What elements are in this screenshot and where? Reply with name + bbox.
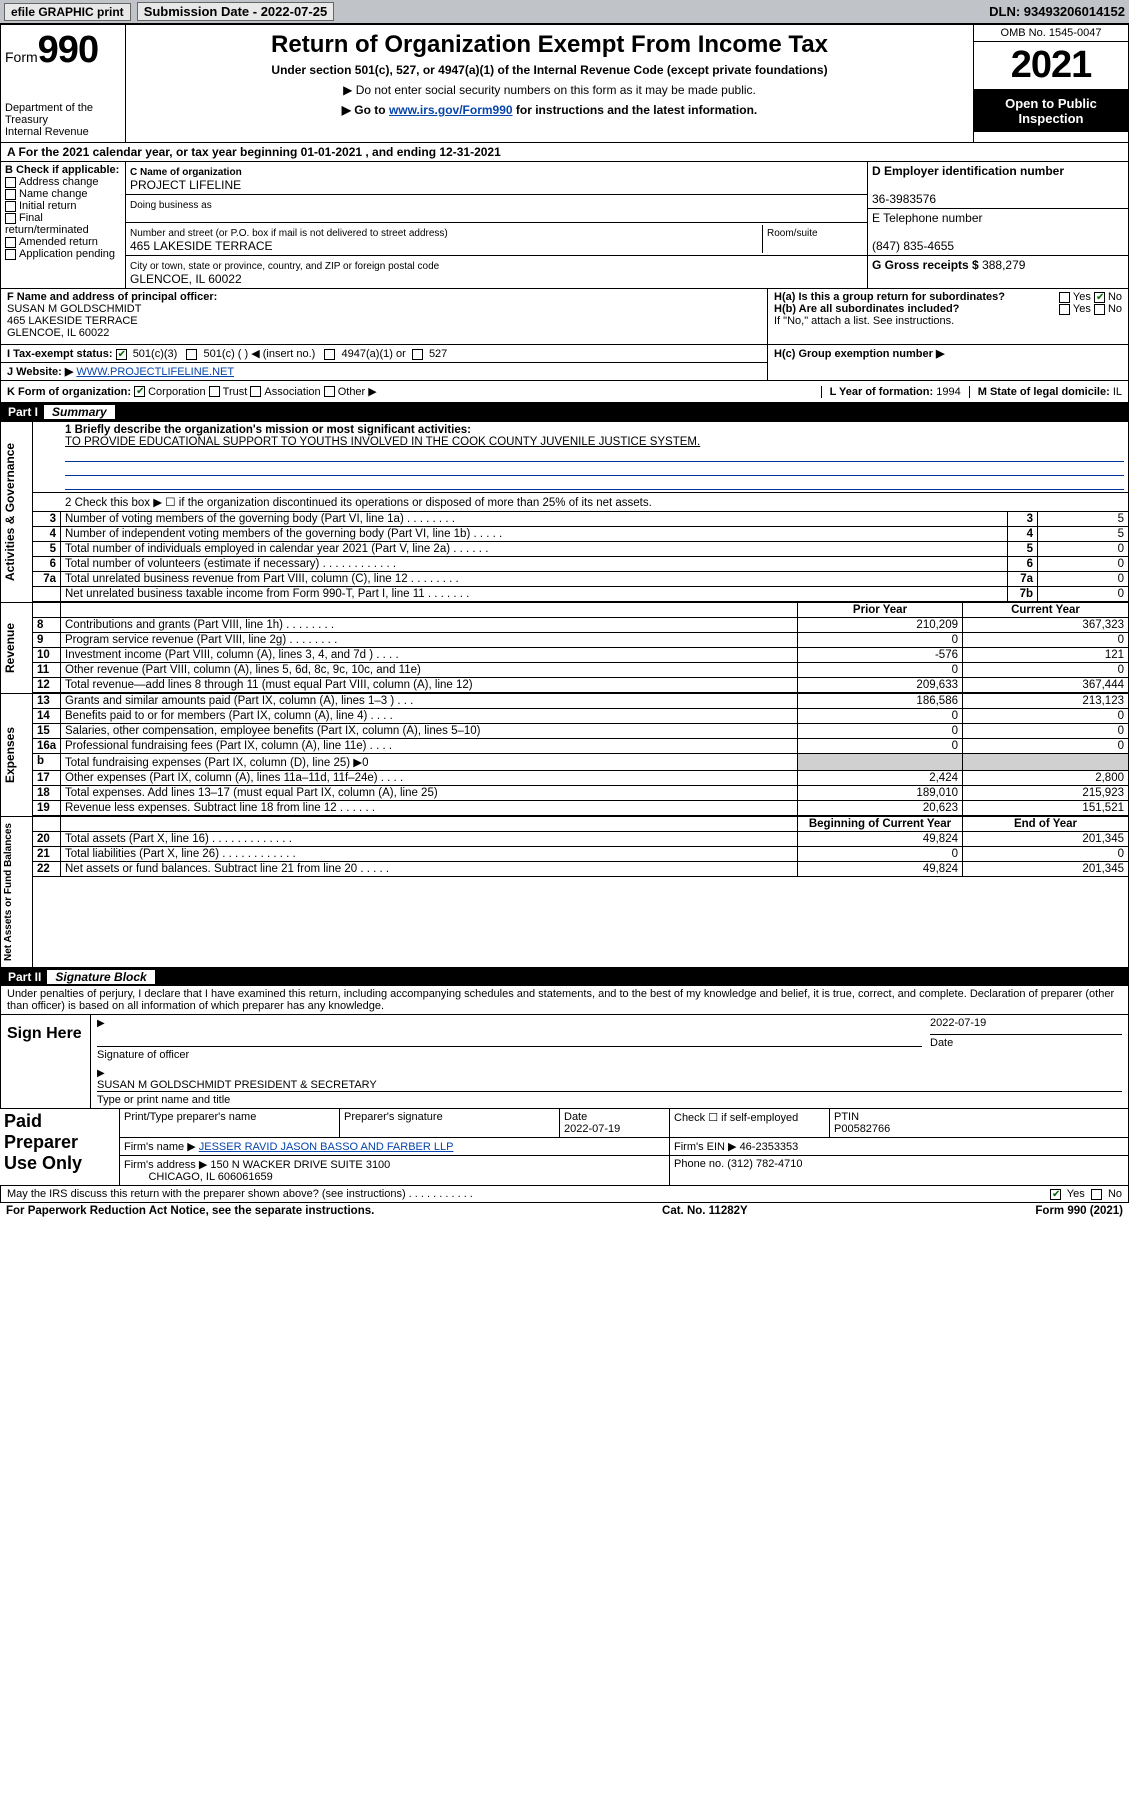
data-line: 22Net assets or fund balances. Subtract …: [33, 862, 1128, 877]
gov-line: 5Total number of individuals employed in…: [33, 542, 1128, 557]
amended-checkbox[interactable]: [5, 237, 16, 248]
data-line: 13Grants and similar amounts paid (Part …: [33, 694, 1128, 709]
efile-print-button[interactable]: efile GRAPHIC print: [4, 3, 131, 21]
trust-checkbox[interactable]: [209, 386, 220, 397]
501c-checkbox[interactable]: [186, 349, 197, 360]
perjury-declaration: Under penalties of perjury, I declare th…: [1, 986, 1128, 1015]
name-change-checkbox[interactable]: [5, 189, 16, 200]
data-line: 14Benefits paid to or for members (Part …: [33, 709, 1128, 724]
mission-text: TO PROVIDE EDUCATIONAL SUPPORT TO YOUTHS…: [65, 436, 700, 448]
officer-name: SUSAN M GOLDSCHMIDT PRESIDENT & SECRETAR…: [97, 1079, 377, 1091]
4947-checkbox[interactable]: [324, 349, 335, 360]
top-bar: efile GRAPHIC print Submission Date - 20…: [0, 0, 1129, 24]
firm-name-link[interactable]: JESSER RAVID JASON BASSO AND FARBER LLP: [199, 1141, 454, 1153]
discuss-row: May the IRS discuss this return with the…: [0, 1186, 1129, 1203]
data-line: 18Total expenses. Add lines 13–17 (must …: [33, 786, 1128, 801]
signature-block: Under penalties of perjury, I declare th…: [0, 986, 1129, 1109]
tab-expenses: Expenses: [1, 694, 33, 816]
gov-line: 7aTotal unrelated business revenue from …: [33, 572, 1128, 587]
data-line: 15Salaries, other compensation, employee…: [33, 724, 1128, 739]
final-return-checkbox[interactable]: [5, 213, 16, 224]
tab-revenue: Revenue: [1, 603, 33, 693]
paid-preparer: Paid Preparer Use Only Print/Type prepar…: [0, 1109, 1129, 1186]
tax-year: 2021: [974, 42, 1128, 89]
inspection-label: Open to Public Inspection: [974, 89, 1128, 132]
street-value: 465 LAKESIDE TERRACE: [130, 239, 273, 253]
omb-text: OMB No. 1545-0047: [974, 25, 1128, 42]
data-line: 8Contributions and grants (Part VIII, li…: [33, 618, 1128, 633]
data-line: 21Total liabilities (Part X, line 26) . …: [33, 847, 1128, 862]
form-right: OMB No. 1545-0047 2021 Open to Public In…: [973, 25, 1128, 142]
section-c: C Name of organization PROJECT LIFELINE …: [126, 162, 868, 288]
gov-line: 3Number of voting members of the governi…: [33, 512, 1128, 527]
form-number: 990: [38, 29, 98, 71]
527-checkbox[interactable]: [412, 349, 423, 360]
irs-link[interactable]: www.irs.gov/Form990: [389, 103, 513, 117]
data-line: 12Total revenue—add lines 8 through 11 (…: [33, 678, 1128, 693]
corp-checkbox[interactable]: [134, 386, 145, 397]
501c3-checkbox[interactable]: [116, 349, 127, 360]
form-subtitle: Under section 501(c), 527, or 4947(a)(1)…: [132, 63, 967, 77]
form-note1: ▶ Do not enter social security numbers o…: [132, 83, 967, 97]
data-line: bTotal fundraising expenses (Part IX, co…: [33, 754, 1128, 771]
section-b: B Check if applicable: Address change Na…: [1, 162, 126, 288]
form-note2: ▶ Go to www.irs.gov/Form990 for instruct…: [132, 103, 967, 117]
data-line: 20Total assets (Part X, line 16) . . . .…: [33, 832, 1128, 847]
gov-line: 6Total number of volunteers (estimate if…: [33, 557, 1128, 572]
submission-date-button[interactable]: Submission Date - 2022-07-25: [137, 2, 335, 21]
dln-text: DLN: 93493206014152: [989, 4, 1125, 19]
form-header: Form990 Department of theTreasuryInterna…: [0, 24, 1129, 143]
app-pending-checkbox[interactable]: [5, 249, 16, 260]
form-left: Form990 Department of theTreasuryInterna…: [1, 25, 126, 142]
tab-net-assets: Net Assets or Fund Balances: [1, 817, 33, 967]
line-k-l-m: K Form of organization: Corporation Trus…: [0, 381, 1129, 403]
part2-header: Part II Signature Block: [0, 968, 1129, 986]
data-line: 17Other expenses (Part IX, column (A), l…: [33, 771, 1128, 786]
line-2: 2 Check this box ▶ ☐ if the organization…: [33, 493, 1128, 512]
line-a: A For the 2021 calendar year, or tax yea…: [0, 143, 1129, 162]
ptin-value: P00582766: [834, 1123, 890, 1135]
expenses-section: Expenses 13Grants and similar amounts pa…: [0, 694, 1129, 817]
revenue-section: Revenue Prior Year Current Year 8Contrib…: [0, 603, 1129, 694]
data-line: 11Other revenue (Part VIII, column (A), …: [33, 663, 1128, 678]
part1-summary: Activities & Governance 1 Briefly descri…: [0, 421, 1129, 603]
data-line: 16aProfessional fundraising fees (Part I…: [33, 739, 1128, 754]
section-b-c-d: B Check if applicable: Address change Na…: [0, 162, 1129, 289]
org-name: PROJECT LIFELINE: [130, 178, 241, 192]
data-line: 19Revenue less expenses. Subtract line 1…: [33, 801, 1128, 816]
net-column-headers: Beginning of Current Year End of Year: [33, 817, 1128, 832]
part1-header: Part I Summary: [0, 403, 1129, 421]
assoc-checkbox[interactable]: [250, 386, 261, 397]
other-checkbox[interactable]: [324, 386, 335, 397]
city-value: GLENCOE, IL 60022: [130, 272, 242, 286]
form-title: Return of Organization Exempt From Incom…: [132, 31, 967, 59]
gov-line: 4Number of independent voting members of…: [33, 527, 1128, 542]
website-link[interactable]: WWW.PROJECTLIFELINE.NET: [76, 366, 234, 378]
discuss-no-checkbox[interactable]: [1091, 1189, 1102, 1200]
gross-receipts: 388,279: [982, 258, 1025, 272]
line-1: 1 Briefly describe the organization's mi…: [33, 422, 1128, 493]
initial-return-checkbox[interactable]: [5, 201, 16, 212]
phone-value: (847) 835-4655: [872, 239, 954, 253]
footer: For Paperwork Reduction Act Notice, see …: [0, 1203, 1129, 1219]
data-line: 9Program service revenue (Part VIII, lin…: [33, 633, 1128, 648]
addr-change-checkbox[interactable]: [5, 177, 16, 188]
ein-value: 36-3983576: [872, 192, 936, 206]
discuss-yes-checkbox[interactable]: [1050, 1189, 1061, 1200]
gov-line: Net unrelated business taxable income fr…: [33, 587, 1128, 602]
section-f-h: F Name and address of principal officer:…: [0, 289, 1129, 381]
section-d-e-g: D Employer identification number 36-3983…: [868, 162, 1128, 288]
form-mid: Return of Organization Exempt From Incom…: [126, 25, 973, 142]
netassets-section: Net Assets or Fund Balances Beginning of…: [0, 817, 1129, 968]
dept-text: Department of theTreasuryInternal Revenu…: [5, 102, 121, 138]
paid-prep-label: Paid Preparer Use Only: [0, 1109, 120, 1186]
form-prefix: Form: [5, 49, 38, 65]
column-headers: Prior Year Current Year: [33, 603, 1128, 618]
sign-here-label: Sign Here: [1, 1015, 91, 1108]
tab-governance: Activities & Governance: [1, 422, 33, 602]
data-line: 10Investment income (Part VIII, column (…: [33, 648, 1128, 663]
